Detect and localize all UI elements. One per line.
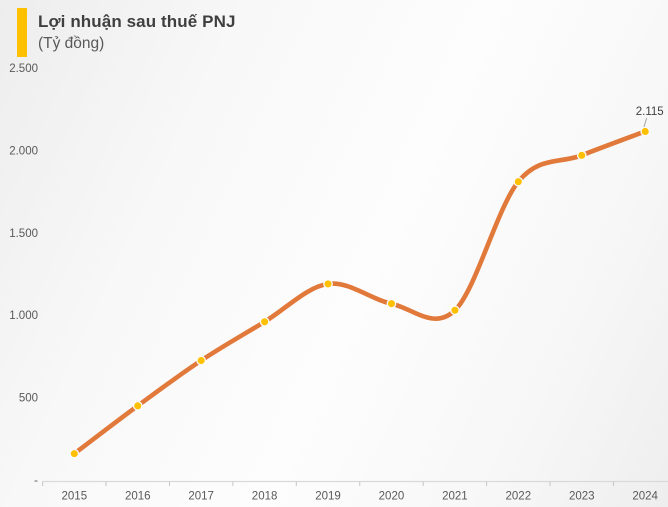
x-axis-label: 2016: [125, 491, 151, 503]
y-axis-label: -: [34, 475, 38, 487]
data-point-marker: [386, 298, 397, 309]
chart-title-block: Lợi nhuận sau thuế PNJ (Tỷ đồng): [38, 8, 236, 57]
data-point-marker: [323, 279, 333, 289]
x-axis-label: 2022: [506, 491, 532, 503]
y-axis-label: 500: [19, 393, 38, 405]
data-point-marker: [513, 176, 524, 187]
data-point-marker: [576, 150, 587, 161]
data-label-leader-line: [643, 117, 648, 128]
chart-title: Lợi nhuận sau thuế PNJ: [38, 12, 236, 32]
x-axis-label: 2019: [315, 491, 341, 503]
data-point-label: 2.115: [636, 106, 664, 118]
data-point-marker: [450, 305, 460, 316]
x-axis-label: 2021: [442, 491, 468, 503]
data-point-marker: [69, 448, 80, 459]
x-axis-label: 2024: [632, 491, 658, 503]
data-point-marker: [132, 400, 143, 411]
title-accent-bar: [17, 8, 27, 57]
chart-subtitle: (Tỷ đồng): [38, 34, 105, 52]
x-axis-label: 2017: [188, 491, 214, 503]
x-axis-label: 2023: [569, 491, 595, 503]
chart-header: Lợi nhuận sau thuế PNJ (Tỷ đồng): [17, 8, 236, 57]
y-axis-label: 2.500: [9, 63, 38, 75]
x-axis-label: 2020: [379, 491, 405, 503]
y-axis-label: 2.000: [9, 145, 38, 157]
profit-series-line: [72, 129, 648, 456]
data-point-marker: [640, 126, 651, 137]
x-axis-label: 2018: [252, 491, 278, 503]
y-axis-label: 1.500: [9, 228, 38, 240]
data-point-marker: [259, 316, 270, 327]
x-axis-label: 2015: [62, 491, 88, 503]
y-axis-label: 1.000: [9, 310, 38, 322]
data-point-marker: [196, 355, 207, 366]
